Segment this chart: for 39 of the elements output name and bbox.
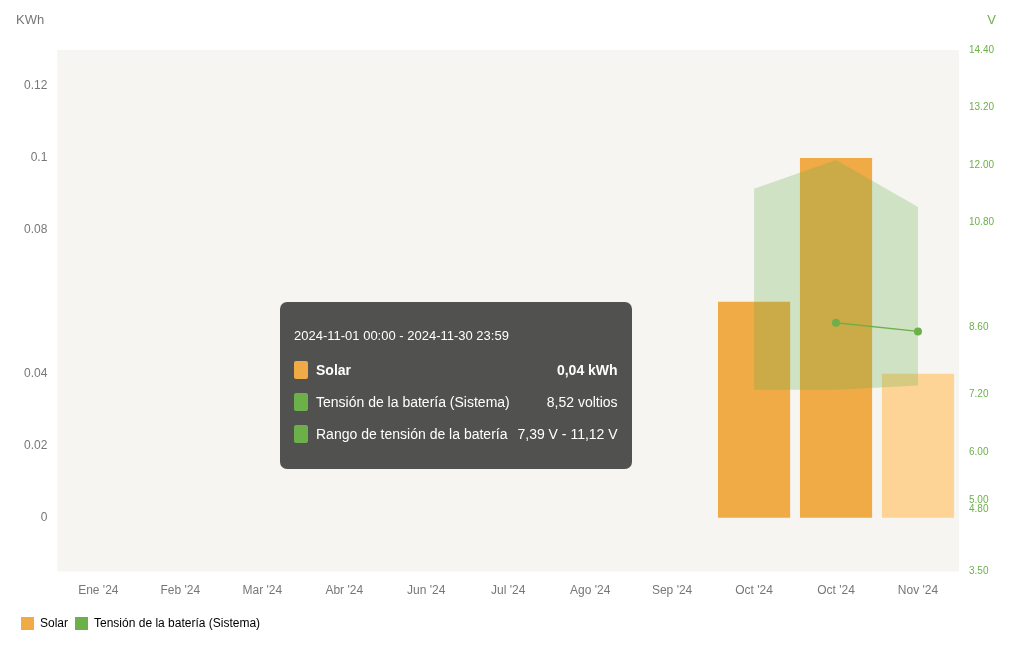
y-tick-label: 0.1	[30, 150, 48, 165]
y2-tick-label: 10.80	[968, 216, 995, 228]
y2-tick-label: 13.20	[968, 101, 995, 113]
x-tick-label: Mar '24	[242, 583, 283, 598]
x-tick-label: Ene '24	[78, 583, 119, 598]
annotation: Solar	[316, 362, 352, 378]
x-tick-label: Feb '24	[160, 583, 201, 598]
x-tick-label: Abr '24	[325, 583, 364, 598]
y2-axis-title: V	[987, 12, 996, 27]
y-tick-label: 0	[40, 509, 48, 524]
x-tick-label: Sep '24	[651, 583, 693, 598]
annotation: 2024-11-01 00:00 - 2024-11-30 23:59	[294, 328, 510, 343]
y2-tick-label: 3.50	[968, 565, 989, 577]
annotation: 8,52 voltios	[546, 394, 618, 410]
y-tick-label: 0.12	[24, 78, 48, 93]
y-tick-label: 0.04	[24, 366, 48, 381]
legend-label: Solar	[40, 615, 69, 630]
y-tick-label: 0.02	[24, 438, 48, 453]
x-tick-label: Jul '24	[491, 583, 526, 598]
y2-tick-label: 4.80	[968, 503, 989, 515]
y2-tick-label: 6.00	[968, 445, 989, 457]
x-tick-label: Jun '24	[407, 583, 446, 598]
bar	[881, 373, 955, 518]
legend-label: Tensión de la batería (Sistema)	[94, 615, 261, 630]
y2-tick-label: 12.00	[968, 158, 995, 170]
annotation: 7,39 V - 11,12 V	[517, 426, 618, 442]
annotation: Rango de tensión de la batería	[316, 426, 508, 442]
x-tick-label: Oct '24	[735, 583, 774, 598]
y2-tick-label: 7.20	[968, 388, 989, 400]
annotation: Tensión de la batería (Sistema)	[316, 394, 510, 410]
x-tick-label: Nov '24	[897, 583, 939, 598]
y2-tick-label: 8.60	[968, 321, 989, 333]
y2-tick-label: 5.00	[968, 493, 989, 505]
annotation: 0,04 kWh	[556, 362, 618, 378]
y-axis-title: KWh	[16, 12, 45, 27]
x-tick-label: Oct '24	[817, 583, 856, 598]
y2-tick-label: 14.40	[968, 43, 995, 55]
y-tick-label: 0.08	[24, 222, 48, 237]
x-tick-label: Ago '24	[569, 583, 611, 598]
